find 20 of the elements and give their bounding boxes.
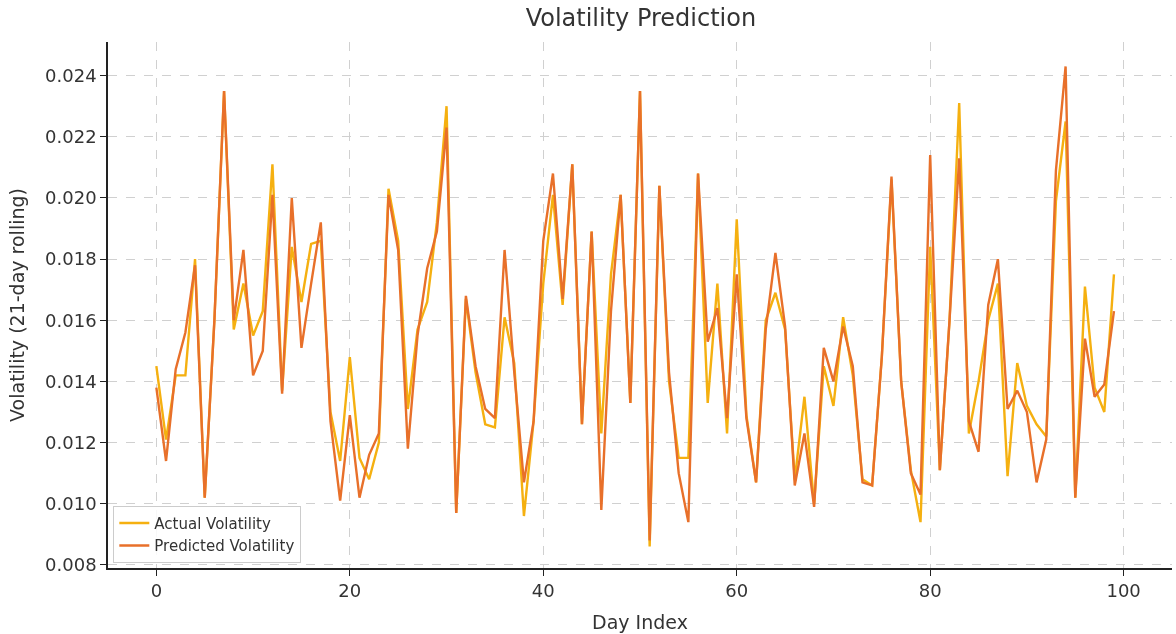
x-tick-label: 100 bbox=[1106, 580, 1141, 602]
y-tick-label: 0.008 bbox=[45, 554, 97, 576]
x-tick-label: 0 bbox=[150, 580, 163, 602]
y-tick-label: 0.012 bbox=[45, 431, 97, 453]
y-tick-label: 0.020 bbox=[45, 187, 97, 209]
x-tick-label: 60 bbox=[725, 580, 749, 602]
legend-label: Predicted Volatility bbox=[154, 537, 295, 556]
y-tick-label: 0.018 bbox=[45, 248, 97, 270]
y-tick-label: 0.016 bbox=[45, 309, 97, 331]
x-tick-label: 20 bbox=[338, 580, 362, 602]
x-tick-label: 40 bbox=[531, 580, 555, 602]
x-axis-title: Day Index bbox=[592, 610, 688, 633]
y-tick-label: 0.014 bbox=[45, 370, 97, 392]
y-tick-label: 0.024 bbox=[45, 64, 97, 86]
chart-title: Volatility Prediction bbox=[525, 4, 757, 33]
y-tick-label: 0.010 bbox=[45, 493, 97, 515]
y-axis-title: Volatility (21-day rolling) bbox=[6, 188, 29, 422]
x-tick-label: 80 bbox=[918, 580, 942, 602]
y-tick-label: 0.022 bbox=[45, 126, 97, 148]
legend-label: Actual Volatility bbox=[154, 514, 271, 533]
